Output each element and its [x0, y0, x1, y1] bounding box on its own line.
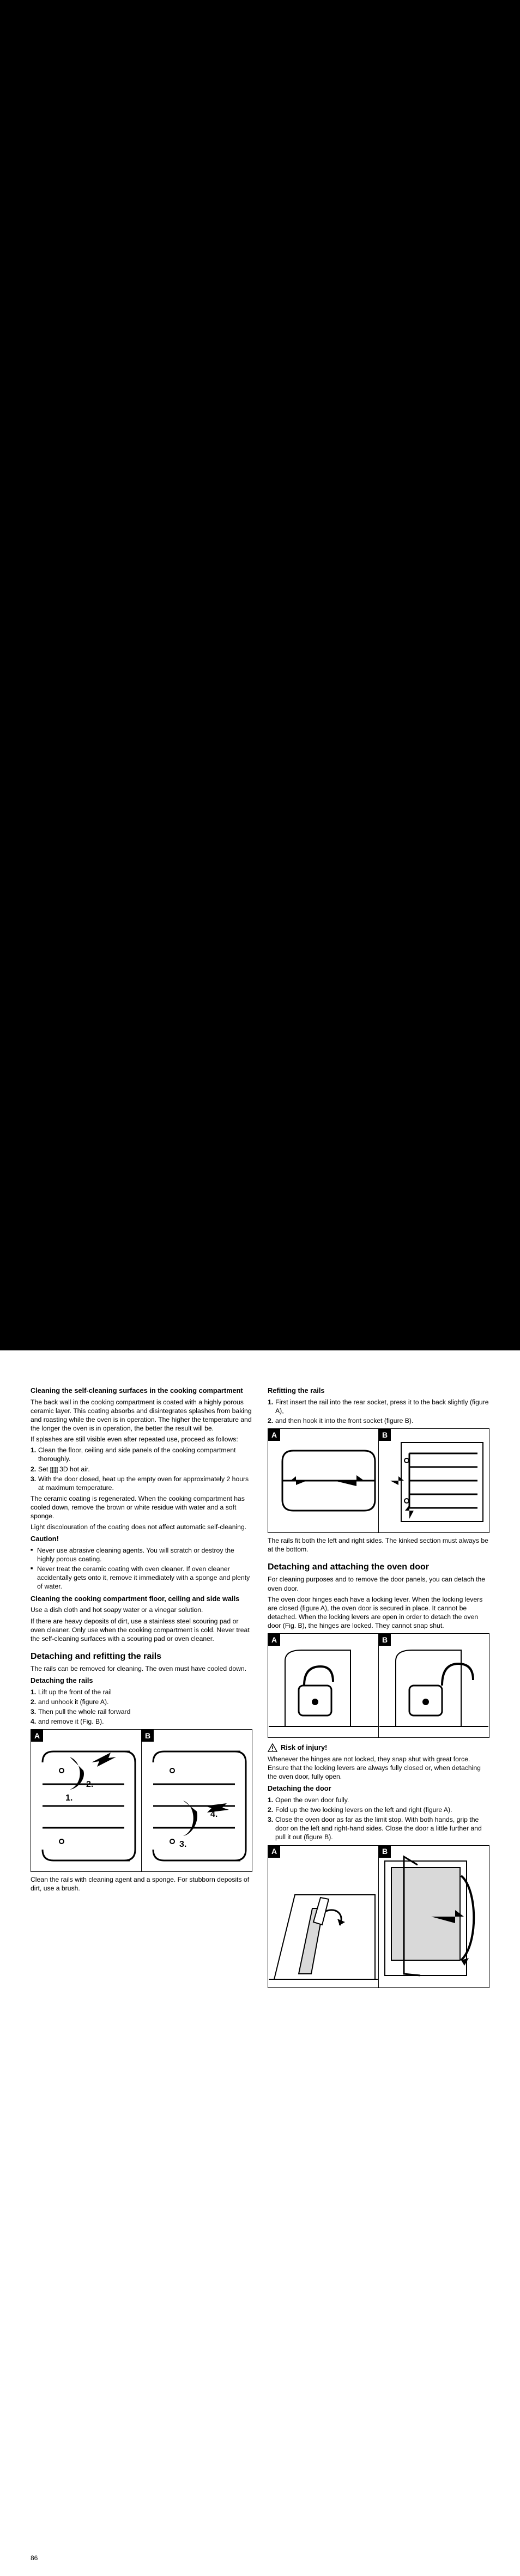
- step: 4.and remove it (Fig. B).: [31, 1717, 252, 1726]
- bullet: Never treat the ceramic coating with ove…: [31, 1565, 252, 1591]
- heading-floor-ceiling: Cleaning the cooking compartment floor, …: [31, 1595, 252, 1604]
- para: If there are heavy deposits of dirt, use…: [31, 1617, 252, 1643]
- bullet: Never use abrasive cleaning agents. You …: [31, 1546, 252, 1563]
- heading-detaching-rails: Detaching the rails: [31, 1676, 252, 1686]
- figure-refit-rails: A B: [268, 1428, 489, 1533]
- page-number: 86: [31, 2554, 38, 2562]
- left-column: Cleaning the self-cleaning surfaces in t…: [31, 1383, 252, 1991]
- step-text: Lift up the front of the rail: [38, 1688, 112, 1696]
- para: The back wall in the cooking compartment…: [31, 1398, 252, 1433]
- panel-tag-a: A: [268, 1429, 280, 1441]
- diagram-rail-hook-front: [379, 1429, 489, 1532]
- warning-row: Risk of injury!: [268, 1743, 489, 1753]
- heading-detaching-door: Detaching the door: [268, 1784, 489, 1793]
- diagram-rail-pull: 3. 4.: [142, 1730, 252, 1871]
- panel-tag-a: A: [31, 1730, 43, 1742]
- para: The rails fit both the left and right si…: [268, 1536, 489, 1554]
- panel-tag-b: B: [142, 1730, 154, 1742]
- diagram-fold-levers: [268, 1846, 378, 1987]
- two-column-layout: Cleaning the self-cleaning surfaces in t…: [31, 1383, 489, 1991]
- svg-text:3.: 3.: [179, 1840, 186, 1849]
- para: The ceramic coating is regenerated. When…: [31, 1494, 252, 1520]
- panel-tag-b: B: [379, 1846, 391, 1858]
- step: 2.Fold up the two locking levers on the …: [268, 1805, 489, 1814]
- diagram-pull-door: [379, 1846, 489, 1987]
- section-detach-attach-door: Detaching and attaching the oven door: [268, 1561, 489, 1573]
- para: Light discolouration of the coating does…: [31, 1523, 252, 1531]
- caution-heading: Caution!: [31, 1535, 252, 1544]
- para: For cleaning purposes and to remove the …: [268, 1575, 489, 1592]
- step: 1.Open the oven door fully.: [268, 1796, 489, 1804]
- panel-tag-b: B: [379, 1429, 391, 1441]
- step-text: and remove it (Fig. B).: [38, 1718, 104, 1725]
- step: 1.Clean the floor, ceiling and side pane…: [31, 1446, 252, 1463]
- para: The oven door hinges each have a locking…: [268, 1595, 489, 1630]
- step-text: Then pull the whole rail forward: [38, 1708, 130, 1716]
- step: 3.Close the oven door as far as the limi…: [268, 1815, 489, 1841]
- figure-panel-b: B: [379, 1846, 489, 1987]
- step-text: and unhook it (figure A).: [38, 1698, 108, 1706]
- heading-refitting-rails: Refitting the rails: [268, 1386, 489, 1396]
- diagram-rail-unhook: 1. 2.: [31, 1730, 141, 1871]
- figure-panel-b: B: [379, 1429, 489, 1532]
- step: 2.and unhook it (figure A).: [31, 1698, 252, 1706]
- figure-detach-door: A B: [268, 1845, 489, 1988]
- steps-detach-rails: 1.Lift up the front of the rail 2.and un…: [31, 1688, 252, 1726]
- step-text: 3D hot air.: [58, 1465, 90, 1473]
- figure-locking-levers: A B: [268, 1633, 489, 1738]
- para: The rails can be removed for cleaning. T…: [31, 1664, 252, 1673]
- figure-panel-a: A: [268, 1846, 379, 1987]
- step-text: With the door closed, heat up the empty …: [38, 1475, 249, 1492]
- diagram-lock-open: [379, 1634, 489, 1737]
- step: 3.Then pull the whole rail forward: [31, 1707, 252, 1716]
- right-column: Refitting the rails 1.First insert the r…: [268, 1383, 489, 1991]
- step-text: and then hook it into the front socket (…: [275, 1417, 413, 1425]
- step: 3.With the door closed, heat up the empt…: [31, 1475, 252, 1492]
- para: Clean the rails with cleaning agent and …: [31, 1875, 252, 1893]
- figure-panel-b: B 3. 4.: [142, 1730, 252, 1871]
- hot-air-icon: [50, 1467, 58, 1473]
- steps-refit-rails: 1.First insert the rail into the rear so…: [268, 1398, 489, 1425]
- para: Use a dish cloth and hot soapy water or …: [31, 1605, 252, 1614]
- step: 1.Lift up the front of the rail: [31, 1688, 252, 1696]
- warning-icon: [268, 1743, 277, 1752]
- para: Whenever the hinges are not locked, they…: [268, 1755, 489, 1781]
- steps-cleaning: 1.Clean the floor, ceiling and side pane…: [31, 1446, 252, 1492]
- figure-panel-a: A: [268, 1429, 379, 1532]
- step-text: Set: [38, 1465, 50, 1473]
- step-text: First insert the rail into the rear sock…: [275, 1398, 489, 1415]
- section-detach-refit-rails: Detaching and refitting the rails: [31, 1651, 252, 1662]
- step-text: Fold up the two locking levers on the le…: [275, 1806, 452, 1814]
- figure-panel-b: B: [379, 1634, 489, 1737]
- panel-tag-a: A: [268, 1634, 280, 1646]
- manual-page: Cleaning the self-cleaning surfaces in t…: [0, 1350, 520, 2576]
- svg-text:2.: 2.: [86, 1780, 93, 1789]
- step-text: Open the oven door fully.: [275, 1796, 349, 1804]
- step-text: Clean the floor, ceiling and side panels…: [38, 1446, 235, 1463]
- steps-detach-door: 1.Open the oven door fully. 2.Fold up th…: [268, 1796, 489, 1841]
- diagram-lock-closed: [268, 1634, 378, 1737]
- svg-text:1.: 1.: [65, 1793, 72, 1803]
- para: If splashes are still visible even after…: [31, 1435, 252, 1444]
- diagram-rail-insert-rear: [268, 1429, 378, 1532]
- panel-tag-b: B: [379, 1634, 391, 1646]
- caution-list: Never use abrasive cleaning agents. You …: [31, 1546, 252, 1591]
- step: 2.Set 3D hot air.: [31, 1465, 252, 1474]
- step: 2.and then hook it into the front socket…: [268, 1416, 489, 1425]
- step: 1.First insert the rail into the rear so…: [268, 1398, 489, 1415]
- figure-panel-a: A 1. 2.: [31, 1730, 142, 1871]
- heading-self-cleaning: Cleaning the self-cleaning surfaces in t…: [31, 1386, 252, 1396]
- figure-panel-a: A: [268, 1634, 379, 1737]
- panel-tag-a: A: [268, 1846, 280, 1858]
- figure-detach-rails: A 1. 2. B: [31, 1729, 252, 1872]
- warning-heading: Risk of injury!: [281, 1743, 327, 1753]
- step-text: Close the oven door as far as the limit …: [275, 1816, 482, 1841]
